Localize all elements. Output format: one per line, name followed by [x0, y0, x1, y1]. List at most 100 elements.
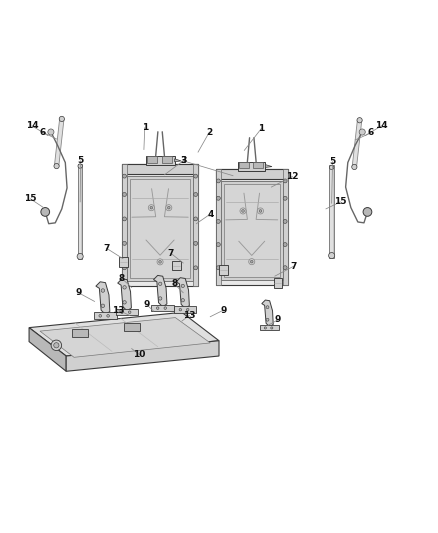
- Polygon shape: [216, 169, 288, 179]
- Polygon shape: [238, 161, 265, 171]
- Polygon shape: [193, 164, 198, 286]
- Circle shape: [249, 259, 255, 265]
- Circle shape: [283, 196, 287, 200]
- Polygon shape: [29, 328, 66, 372]
- Circle shape: [107, 314, 110, 317]
- Circle shape: [42, 209, 48, 215]
- Circle shape: [264, 327, 266, 329]
- Circle shape: [181, 298, 184, 302]
- Circle shape: [271, 327, 273, 329]
- Circle shape: [123, 174, 127, 178]
- Polygon shape: [124, 323, 141, 331]
- Circle shape: [266, 318, 269, 321]
- Circle shape: [99, 314, 102, 317]
- Circle shape: [216, 220, 220, 223]
- Text: 3: 3: [180, 156, 186, 165]
- Circle shape: [41, 207, 49, 216]
- Polygon shape: [172, 261, 180, 270]
- Circle shape: [283, 243, 287, 247]
- Polygon shape: [223, 184, 280, 277]
- Text: 14: 14: [26, 122, 39, 131]
- Text: 14: 14: [375, 122, 388, 131]
- Circle shape: [179, 309, 181, 311]
- Circle shape: [363, 207, 372, 216]
- Circle shape: [242, 209, 244, 212]
- Polygon shape: [283, 169, 288, 285]
- Circle shape: [283, 220, 287, 223]
- Circle shape: [181, 284, 184, 287]
- Circle shape: [159, 282, 162, 286]
- Polygon shape: [174, 306, 196, 312]
- Polygon shape: [72, 329, 88, 337]
- Polygon shape: [116, 309, 138, 315]
- Polygon shape: [122, 164, 127, 286]
- Polygon shape: [216, 169, 221, 285]
- Circle shape: [216, 196, 220, 200]
- Circle shape: [123, 192, 127, 197]
- Circle shape: [167, 206, 170, 209]
- Polygon shape: [29, 312, 219, 356]
- Text: 9: 9: [220, 305, 226, 314]
- Text: 1: 1: [258, 124, 265, 133]
- Circle shape: [59, 116, 64, 122]
- Text: 5: 5: [78, 156, 84, 165]
- Circle shape: [216, 179, 220, 183]
- Circle shape: [283, 179, 287, 183]
- Polygon shape: [253, 162, 263, 168]
- Circle shape: [123, 241, 127, 245]
- Circle shape: [259, 209, 262, 212]
- Circle shape: [123, 301, 126, 304]
- Circle shape: [194, 266, 198, 270]
- Circle shape: [216, 243, 220, 247]
- Polygon shape: [152, 305, 173, 311]
- Circle shape: [159, 297, 162, 300]
- Text: 7: 7: [103, 244, 110, 253]
- Polygon shape: [130, 179, 191, 278]
- Polygon shape: [94, 312, 117, 319]
- Circle shape: [156, 307, 159, 309]
- Polygon shape: [122, 164, 198, 286]
- Polygon shape: [176, 278, 189, 309]
- Circle shape: [128, 311, 131, 313]
- Text: 7: 7: [168, 249, 174, 258]
- Text: 12: 12: [286, 172, 299, 181]
- Text: 2: 2: [206, 127, 212, 136]
- Circle shape: [251, 260, 253, 263]
- Polygon shape: [274, 278, 283, 288]
- Circle shape: [150, 206, 152, 209]
- Circle shape: [123, 217, 127, 221]
- Polygon shape: [96, 282, 110, 314]
- Circle shape: [48, 129, 54, 135]
- Polygon shape: [66, 341, 219, 372]
- Text: 3: 3: [180, 156, 186, 165]
- Circle shape: [159, 261, 161, 263]
- Text: 7: 7: [290, 262, 297, 271]
- Circle shape: [364, 209, 371, 215]
- Polygon shape: [78, 164, 82, 259]
- Circle shape: [77, 253, 83, 260]
- Text: 9: 9: [275, 315, 281, 324]
- Circle shape: [164, 307, 166, 309]
- Polygon shape: [147, 156, 157, 163]
- Text: 9: 9: [75, 288, 81, 297]
- Text: 1: 1: [141, 123, 148, 132]
- Circle shape: [166, 205, 172, 211]
- Circle shape: [352, 164, 357, 169]
- Polygon shape: [240, 162, 249, 168]
- Polygon shape: [122, 164, 198, 174]
- Polygon shape: [145, 156, 175, 165]
- Circle shape: [266, 306, 269, 309]
- Circle shape: [216, 266, 220, 270]
- Circle shape: [258, 208, 264, 214]
- Polygon shape: [162, 156, 172, 163]
- Text: 15: 15: [24, 195, 37, 203]
- Text: 4: 4: [207, 209, 213, 219]
- Text: 6: 6: [39, 127, 45, 136]
- Circle shape: [148, 205, 154, 211]
- Circle shape: [359, 129, 365, 135]
- Polygon shape: [127, 176, 193, 281]
- Circle shape: [121, 311, 123, 313]
- Circle shape: [54, 164, 59, 169]
- Text: 8: 8: [171, 279, 177, 288]
- Circle shape: [78, 164, 82, 168]
